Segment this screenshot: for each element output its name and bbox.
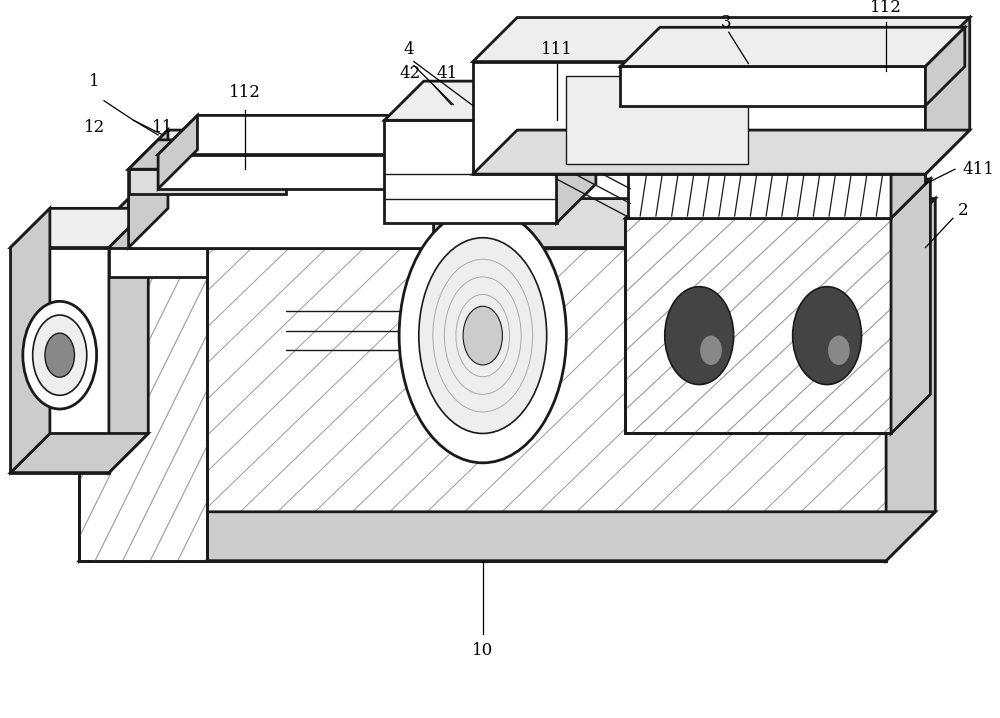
Text: 42: 42: [399, 65, 421, 82]
Polygon shape: [886, 199, 935, 561]
Text: 112: 112: [870, 0, 902, 17]
Polygon shape: [473, 17, 970, 62]
Text: 112: 112: [229, 85, 261, 101]
Polygon shape: [625, 218, 891, 434]
Polygon shape: [434, 130, 473, 248]
Polygon shape: [109, 208, 148, 472]
Polygon shape: [129, 130, 473, 169]
Text: 11: 11: [152, 118, 174, 136]
Polygon shape: [158, 154, 434, 189]
Polygon shape: [628, 149, 891, 218]
Polygon shape: [557, 81, 596, 223]
Text: 411: 411: [963, 161, 995, 178]
Polygon shape: [79, 199, 935, 248]
Polygon shape: [158, 116, 473, 154]
Polygon shape: [79, 248, 207, 561]
Polygon shape: [79, 199, 129, 561]
Polygon shape: [11, 208, 148, 248]
Polygon shape: [891, 116, 925, 218]
Polygon shape: [473, 62, 925, 174]
Polygon shape: [109, 248, 207, 277]
Polygon shape: [129, 169, 434, 248]
Polygon shape: [11, 248, 109, 472]
Polygon shape: [129, 130, 168, 248]
Polygon shape: [620, 67, 925, 106]
Polygon shape: [158, 116, 197, 189]
Polygon shape: [129, 169, 286, 194]
Polygon shape: [384, 121, 557, 223]
Ellipse shape: [45, 333, 74, 377]
Ellipse shape: [419, 238, 547, 434]
Polygon shape: [79, 248, 886, 561]
Polygon shape: [473, 130, 970, 174]
Text: 2: 2: [958, 202, 969, 219]
Polygon shape: [79, 512, 935, 561]
Polygon shape: [925, 17, 970, 174]
Text: 12: 12: [84, 118, 105, 136]
Polygon shape: [11, 434, 148, 472]
Text: 10: 10: [472, 643, 493, 659]
Text: 41: 41: [437, 65, 458, 82]
Ellipse shape: [23, 302, 97, 409]
Ellipse shape: [793, 286, 862, 385]
Ellipse shape: [33, 315, 87, 396]
Text: 4: 4: [404, 42, 414, 58]
Polygon shape: [11, 208, 50, 472]
Text: 1: 1: [89, 73, 99, 90]
Ellipse shape: [700, 335, 722, 365]
Polygon shape: [620, 27, 965, 67]
Polygon shape: [628, 116, 925, 149]
Polygon shape: [566, 76, 748, 164]
Text: 111: 111: [541, 42, 572, 58]
Text: 3: 3: [720, 14, 731, 31]
Polygon shape: [925, 27, 965, 106]
Polygon shape: [129, 140, 316, 169]
Ellipse shape: [665, 286, 734, 385]
Ellipse shape: [828, 335, 850, 365]
Polygon shape: [384, 81, 596, 121]
Ellipse shape: [399, 208, 566, 463]
Polygon shape: [891, 179, 930, 434]
Ellipse shape: [463, 307, 502, 365]
Polygon shape: [625, 179, 930, 218]
